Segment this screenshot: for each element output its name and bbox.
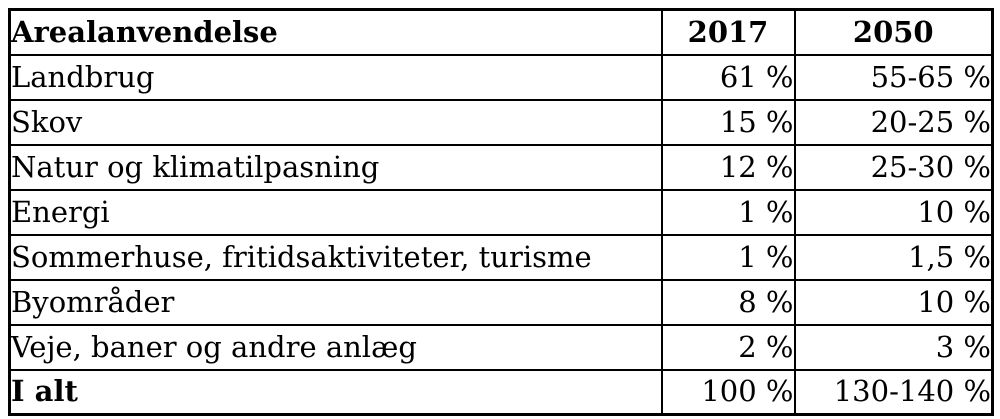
row-value-2050: 55-65 % (793, 53, 994, 101)
table-header-row: Arealanvendelse 2017 2050 (8, 8, 994, 56)
row-value-2050: 25-30 % (793, 143, 994, 191)
table-row: Skov 15 % 20-25 % (8, 98, 994, 146)
table-row: Sommerhuse, fritidsaktiviteter, turisme … (8, 233, 994, 281)
header-2050: 2050 (793, 8, 994, 56)
total-value-2050: 130-140 % (793, 368, 994, 416)
header-2017: 2017 (660, 8, 796, 56)
row-value-2017: 12 % (660, 143, 796, 191)
row-value-2017: 2 % (660, 323, 796, 371)
row-value-2050: 10 % (793, 188, 994, 236)
land-use-table: Arealanvendelse 2017 2050 Landbrug 61 % … (8, 8, 994, 416)
row-value-2050: 20-25 % (793, 98, 994, 146)
row-label: Sommerhuse, fritidsaktiviteter, turisme (8, 233, 663, 281)
table-row: Veje, baner og andre anlæg 2 % 3 % (8, 323, 994, 371)
table-row: Natur og klimatilpasning 12 % 25-30 % (8, 143, 994, 191)
row-value-2050: 3 % (793, 323, 994, 371)
row-value-2017: 8 % (660, 278, 796, 326)
table-row: Landbrug 61 % 55-65 % (8, 53, 994, 101)
row-label: Veje, baner og andre anlæg (8, 323, 663, 371)
row-value-2050: 1,5 % (793, 233, 994, 281)
row-label: Energi (8, 188, 663, 236)
row-label: Byområder (8, 278, 663, 326)
row-value-2017: 1 % (660, 188, 796, 236)
row-label: Skov (8, 98, 663, 146)
row-value-2017: 1 % (660, 233, 796, 281)
total-value-2017: 100 % (660, 368, 796, 416)
table-total-row: I alt 100 % 130-140 % (8, 368, 994, 416)
row-value-2050: 10 % (793, 278, 994, 326)
row-value-2017: 15 % (660, 98, 796, 146)
header-arealanvendelse: Arealanvendelse (8, 8, 663, 56)
table-row: Byområder 8 % 10 % (8, 278, 994, 326)
row-label: Landbrug (8, 53, 663, 101)
total-label: I alt (8, 368, 663, 416)
row-value-2017: 61 % (660, 53, 796, 101)
row-label: Natur og klimatilpasning (8, 143, 663, 191)
table-row: Energi 1 % 10 % (8, 188, 994, 236)
